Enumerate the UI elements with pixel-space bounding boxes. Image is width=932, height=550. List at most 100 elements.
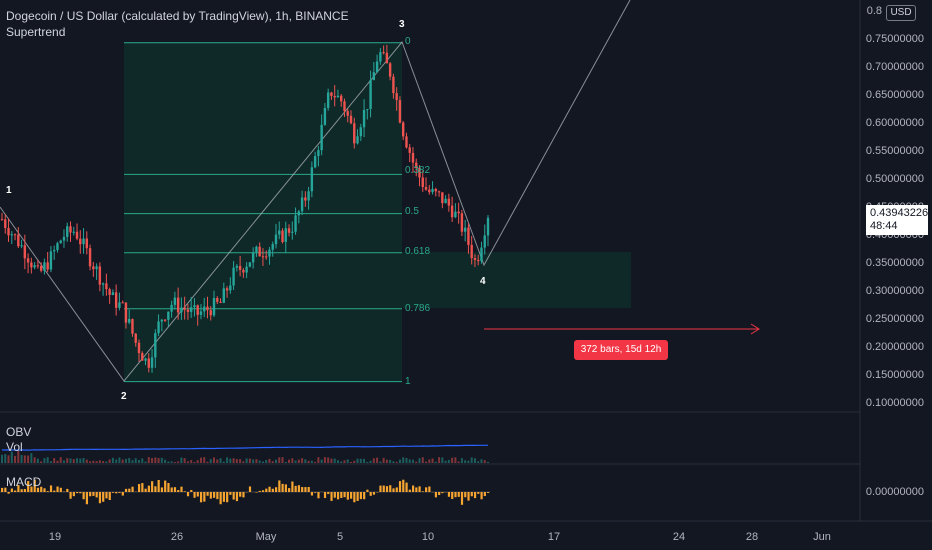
macd-bar	[30, 486, 33, 492]
price-axis-label: 0.35000000	[865, 257, 924, 269]
currency-label[interactable]: USD	[886, 5, 916, 21]
obv-pane-label[interactable]: OBV	[6, 425, 32, 439]
candle-body	[278, 230, 281, 235]
candle-body	[385, 52, 389, 64]
macd-bar	[418, 486, 421, 492]
macd-bar	[69, 492, 72, 499]
volume-bar	[301, 458, 304, 463]
candle-body	[196, 305, 199, 315]
macd-bar	[66, 488, 69, 492]
candle-body	[372, 72, 376, 81]
volume-bar	[366, 461, 369, 463]
candle-body	[20, 245, 23, 247]
candle-body	[366, 109, 369, 111]
time-axis-label: 24	[672, 531, 686, 543]
macd-bar	[451, 492, 454, 499]
volume-bar	[464, 460, 467, 463]
macd-bar	[1, 487, 4, 492]
macd-bar	[209, 492, 212, 499]
volume-bar	[209, 459, 212, 463]
macd-bar	[304, 487, 307, 492]
macd-bar	[265, 488, 268, 492]
candle-body	[463, 227, 467, 232]
candle-body	[320, 124, 323, 151]
volume-bar	[23, 455, 26, 463]
indicator-label-supertrend[interactable]: Supertrend	[6, 25, 66, 39]
macd-bar	[327, 492, 330, 495]
macd-bar	[216, 492, 219, 500]
volume-bar	[229, 458, 232, 463]
volume-bar	[66, 458, 69, 463]
candle-body	[418, 168, 421, 178]
volume-bar	[92, 460, 95, 463]
target-zone[interactable]	[402, 252, 631, 308]
volume-bar	[402, 457, 405, 463]
macd-bar	[346, 492, 349, 500]
volume-bar	[265, 459, 268, 463]
macd-pane-label[interactable]: MACD	[6, 475, 42, 489]
volume-bar	[124, 458, 127, 463]
candle-body	[248, 262, 252, 267]
volume-bar	[477, 461, 480, 463]
volume-bar	[330, 458, 333, 463]
volume-bar	[314, 461, 317, 463]
macd-bar	[336, 492, 340, 500]
candle-body	[428, 189, 431, 193]
candle-body	[434, 188, 438, 192]
macd-bar	[95, 492, 98, 498]
macd-bar	[72, 492, 75, 497]
volume-bar	[245, 458, 248, 463]
macd-bar	[164, 480, 167, 492]
macd-bar	[141, 483, 144, 492]
volume-bar	[53, 458, 56, 463]
obv-line	[1, 444, 489, 451]
last-price-tag: 0.43943226 48:44	[866, 205, 928, 235]
candle-body	[284, 228, 287, 242]
macd-bar	[389, 485, 392, 492]
candle-body	[49, 251, 53, 270]
volume-bar	[137, 460, 140, 463]
candle-body	[219, 301, 222, 303]
candle-body	[7, 228, 10, 236]
candle-body	[261, 256, 265, 258]
candle-body	[75, 231, 79, 239]
macd-bar	[477, 492, 480, 494]
macd-bar	[92, 492, 95, 496]
candle-body	[209, 310, 212, 316]
volume-bar	[350, 461, 353, 463]
macd-bar	[405, 482, 408, 492]
volume-bar	[467, 460, 470, 463]
volume-bar	[216, 459, 219, 463]
macd-bar	[242, 492, 245, 498]
macd-bar	[128, 488, 131, 492]
macd-bar	[258, 490, 261, 492]
wave-trend-line[interactable]	[0, 0, 631, 382]
price-axis-label: 0.8	[866, 5, 882, 17]
candle-body	[157, 321, 160, 334]
candle-body	[222, 288, 225, 303]
macd-bar	[457, 492, 460, 497]
volume-bar	[186, 461, 189, 463]
volume-bar	[160, 457, 163, 463]
macd-bar	[323, 492, 327, 499]
candle-body	[405, 136, 408, 148]
candle-body	[199, 311, 203, 315]
macd-bar	[115, 492, 118, 494]
vol-pane-label[interactable]: Vol	[6, 440, 23, 454]
candle-body	[470, 244, 473, 259]
measure-label[interactable]: 372 bars, 15d 12h	[574, 340, 668, 360]
volume-bar	[43, 458, 46, 463]
volume-bar	[213, 457, 216, 463]
macd-bar	[137, 484, 141, 492]
candle-body	[382, 52, 385, 54]
macd-bar	[333, 492, 336, 498]
time-axis-label: 28	[745, 531, 759, 543]
time-axis-label: 5	[336, 531, 344, 543]
candle-body	[180, 307, 183, 313]
volume-bar	[320, 459, 323, 463]
candle-body	[163, 319, 167, 321]
candle-body	[144, 358, 147, 361]
macd-bar	[111, 492, 115, 493]
